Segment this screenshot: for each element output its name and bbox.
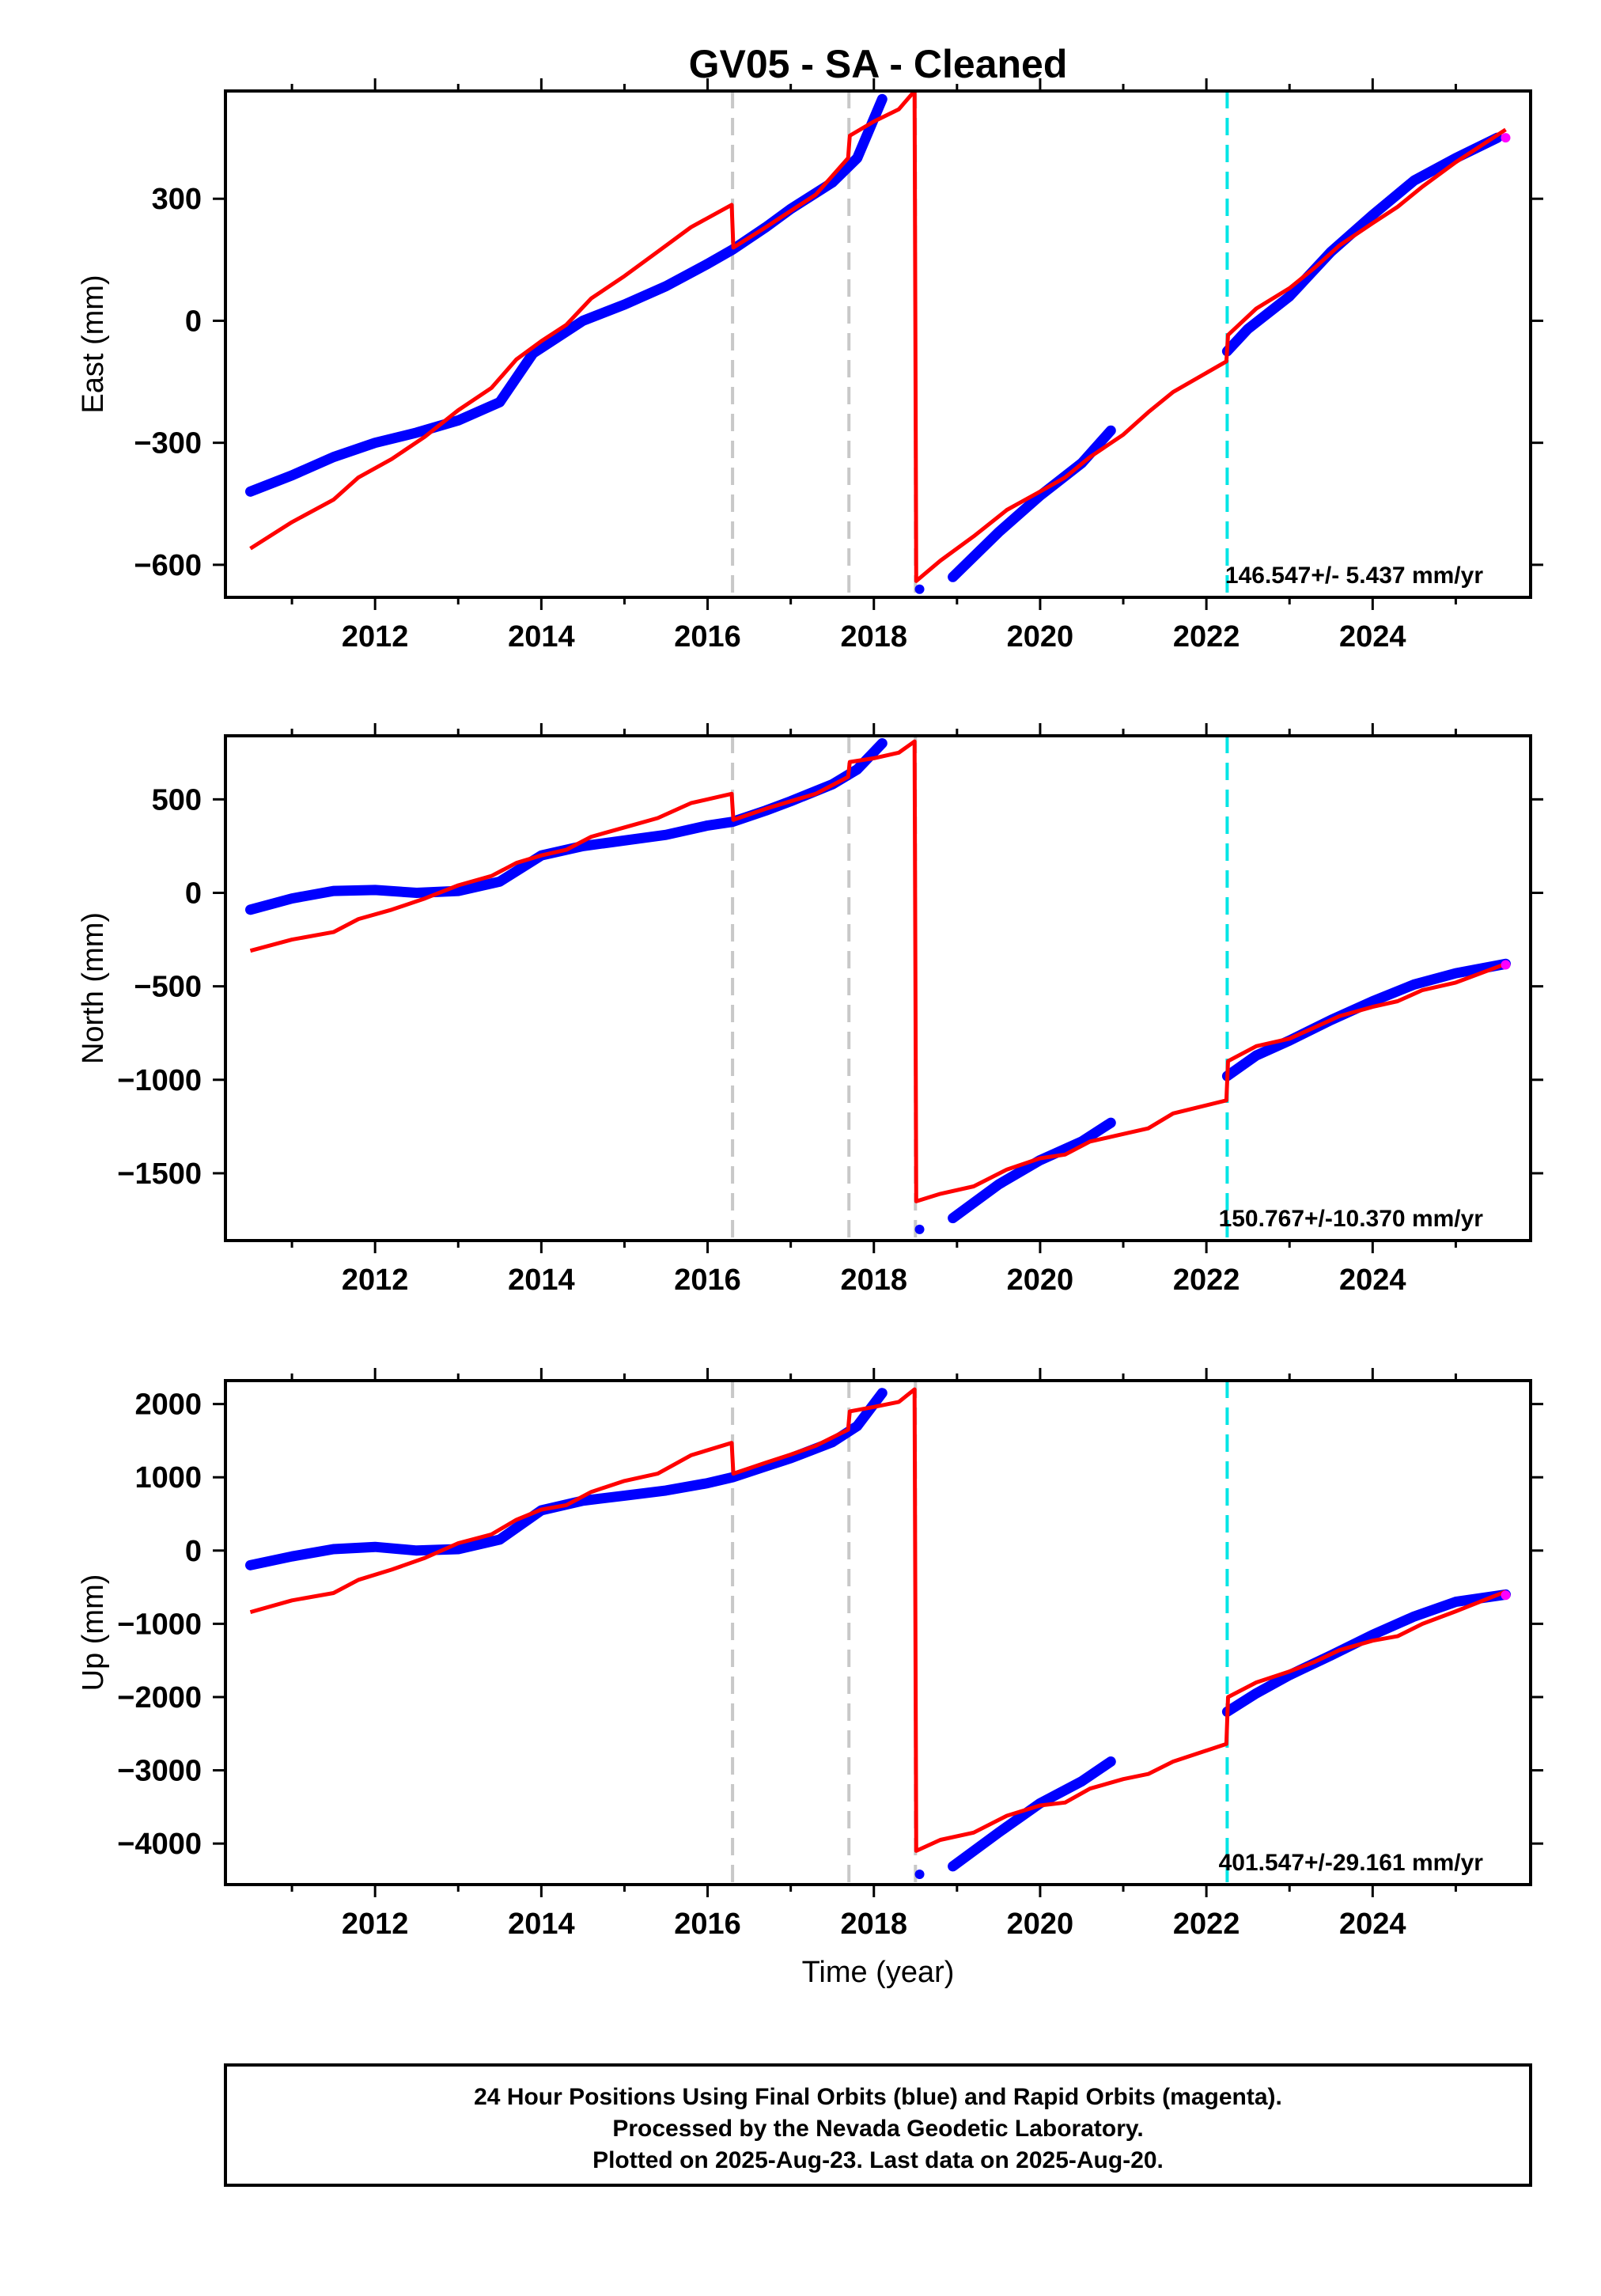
final-orbit-point (914, 1870, 925, 1880)
y-tick-label: 300 (152, 183, 202, 216)
rapid-orbit-point (1501, 133, 1511, 143)
x-tick-label: 2018 (840, 620, 907, 654)
final-orbit-point (914, 584, 925, 594)
y-tick-label: 0 (185, 877, 202, 910)
x-tick-label: 2020 (1007, 620, 1074, 654)
final-orbit-series (948, 425, 1116, 582)
footer-line-1: 24 Hour Positions Using Final Orbits (bl… (474, 2084, 1282, 2110)
y-tick-label: −2000 (117, 1681, 202, 1714)
plot-frame (224, 89, 1532, 599)
y-tick-label: −300 (134, 427, 202, 460)
y-tick-label: −3000 (117, 1755, 202, 1788)
x-tick-label: 2022 (1173, 620, 1240, 654)
velocity-label: 146.547+/- 5.437 mm/yr (1225, 563, 1483, 589)
x-tick-label: 2018 (840, 1908, 907, 1941)
velocity-label: 150.767+/-10.370 mm/yr (1219, 1206, 1484, 1232)
rapid-orbit-point (1501, 1590, 1511, 1601)
x-tick-label: 2018 (840, 1264, 907, 1297)
x-tick-label: 2016 (674, 1908, 741, 1941)
plot-frame (224, 1379, 1532, 1886)
rapid-orbit-point (1501, 960, 1511, 970)
final-orbit-series (245, 1388, 888, 1570)
footer-box: 24 Hour Positions Using Final Orbits (bl… (224, 2063, 1532, 2187)
footer-line-2: Processed by the Nevada Geodetic Laborat… (612, 2116, 1143, 2142)
final-orbit-series (1221, 1589, 1511, 1717)
x-tick-label: 2012 (342, 1264, 409, 1297)
x-tick-label: 2024 (1339, 1908, 1406, 1941)
y-tick-label: 1000 (134, 1461, 202, 1495)
y-tick-label: 0 (185, 1535, 202, 1568)
x-axis-title: Time (year) (802, 1956, 955, 1989)
north-panel: 2012 2014 2016 2018 2020 2022 2024 −1500 −1000 −5… (77, 723, 1543, 1297)
final-orbit-point (914, 1224, 925, 1234)
x-tick-label: 2012 (342, 1908, 409, 1941)
y-tick-label: −1000 (117, 1064, 202, 1097)
velocity-label: 401.547+/-29.161 mm/yr (1219, 1850, 1484, 1876)
x-tick-label: 2014 (508, 1908, 575, 1941)
final-orbit-series (1221, 958, 1511, 1082)
east-panel: 2012 2014 2016 2018 2020 2022 2024 −600 −300 0 300… (77, 78, 1543, 654)
y-tick-label: 2000 (134, 1389, 202, 1422)
x-tick-label: 2016 (674, 620, 741, 654)
y-tick-label: −4000 (117, 1828, 202, 1861)
x-tick-label: 2020 (1007, 1264, 1074, 1297)
final-orbit-series (948, 1756, 1116, 1872)
x-tick-label: 2024 (1339, 1264, 1406, 1297)
final-orbit-series (948, 1117, 1116, 1224)
model-fit-line (249, 1387, 1507, 1853)
y-tick-label: −1500 (117, 1157, 202, 1191)
plot-frame (224, 734, 1532, 1242)
y-tick-label: 0 (185, 305, 202, 338)
x-tick-label: 2022 (1173, 1908, 1240, 1941)
figure-title: GV05 - SA - Cleaned (689, 42, 1068, 86)
model-fit-line (249, 739, 1507, 1203)
x-tick-label: 2024 (1339, 620, 1406, 654)
y-tick-label: −600 (134, 549, 202, 582)
y-tick-label: −1000 (117, 1608, 202, 1641)
y-tick-label: −500 (134, 971, 202, 1004)
plot-area (245, 1387, 1511, 1880)
x-tick-label: 2012 (342, 620, 409, 654)
final-orbit-series (1221, 132, 1503, 357)
up-panel: 2012 2014 2016 2018 2020 2022 2024 −4000 −3000 −2… (77, 1368, 1543, 1941)
footer-frame (224, 2063, 1532, 2187)
plot-area (245, 91, 1511, 594)
x-tick-label: 2014 (508, 620, 575, 654)
final-orbit-series (245, 93, 888, 497)
model-fit-line (249, 91, 1507, 583)
final-orbit-series (245, 738, 888, 915)
y-axis-title: North (mm) (77, 912, 110, 1064)
x-tick-label: 2022 (1173, 1264, 1240, 1297)
y-axis-title: Up (mm) (77, 1574, 110, 1692)
plot-area (245, 738, 1511, 1234)
y-tick-label: 500 (152, 783, 202, 816)
x-tick-label: 2014 (508, 1264, 575, 1297)
x-tick-label: 2016 (674, 1264, 741, 1297)
y-axis-title: East (mm) (77, 275, 110, 413)
footer-line-3: Plotted on 2025-Aug-23. Last data on 202… (592, 2147, 1164, 2173)
x-tick-label: 2020 (1007, 1908, 1074, 1941)
